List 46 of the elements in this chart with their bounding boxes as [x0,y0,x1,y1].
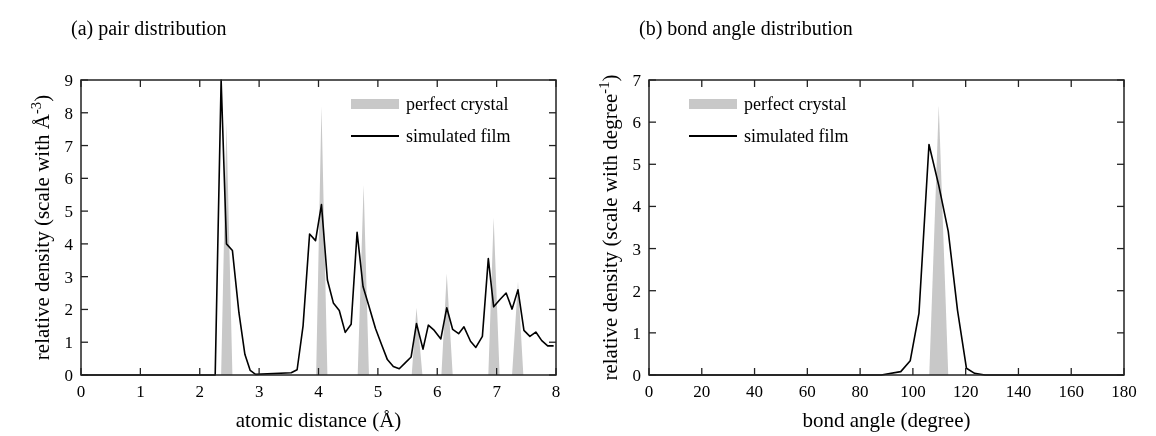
y-tick-label: 0 [64,366,73,385]
y-tick-label: 2 [632,281,641,301]
legend-label: simulated film [406,126,511,146]
x-tick-label: 20 [693,382,711,401]
x-tick-label: 8 [551,382,561,401]
y-tick-label: 0 [632,366,641,385]
line-series [80,79,555,376]
legend-label: perfect crystal [744,94,847,114]
x-tick-label: 0 [644,382,654,401]
y-tick-label: 2 [64,300,73,320]
x-tick-label: 0 [76,382,86,401]
y-tick-label: 4 [632,197,642,217]
y-tick-label: 4 [64,234,74,254]
x-tick-label: 100 [900,382,926,401]
y-tick-label: 3 [632,239,641,259]
y-tick-label: 6 [64,169,73,189]
x-tick-label: 3 [254,382,264,401]
x-tick-label: 180 [1111,382,1137,401]
y-tick-label: 6 [632,113,641,133]
x-axis-title: atomic distance (Å) [235,408,402,432]
y-tick-label: 5 [64,202,73,222]
x-tick-label: 40 [746,382,764,401]
x-tick-label: 140 [1005,382,1032,401]
y-tick-label: 7 [632,71,642,90]
y-tick-label: 8 [64,103,73,123]
legend-label: simulated film [744,126,849,146]
y-tick-label: 1 [632,323,641,343]
x-tick-label: 6 [433,382,442,401]
x-tick-label: 160 [1058,382,1084,401]
chart-title: (a) pair distribution [71,17,227,40]
x-tick-label: 2 [195,382,204,401]
x-tick-label: 7 [492,382,502,401]
y-tick-label: 1 [64,333,73,353]
y-tick-label: 5 [632,155,641,175]
x-tick-label: 80 [851,382,869,401]
legend-label: perfect crystal [406,94,509,114]
x-axis-title: bond angle (degree) [802,408,971,432]
y-tick-label: 7 [64,136,74,156]
x-tick-label: 4 [314,382,324,401]
y-tick-label: 9 [64,71,73,90]
x-tick-label: 5 [373,382,383,401]
y-tick-label: 3 [64,267,73,287]
chart-title: (b) bond angle distribution [639,17,853,40]
x-tick-label: 60 [798,382,816,401]
x-tick-label: 120 [952,382,979,401]
x-tick-label: 1 [136,382,145,401]
